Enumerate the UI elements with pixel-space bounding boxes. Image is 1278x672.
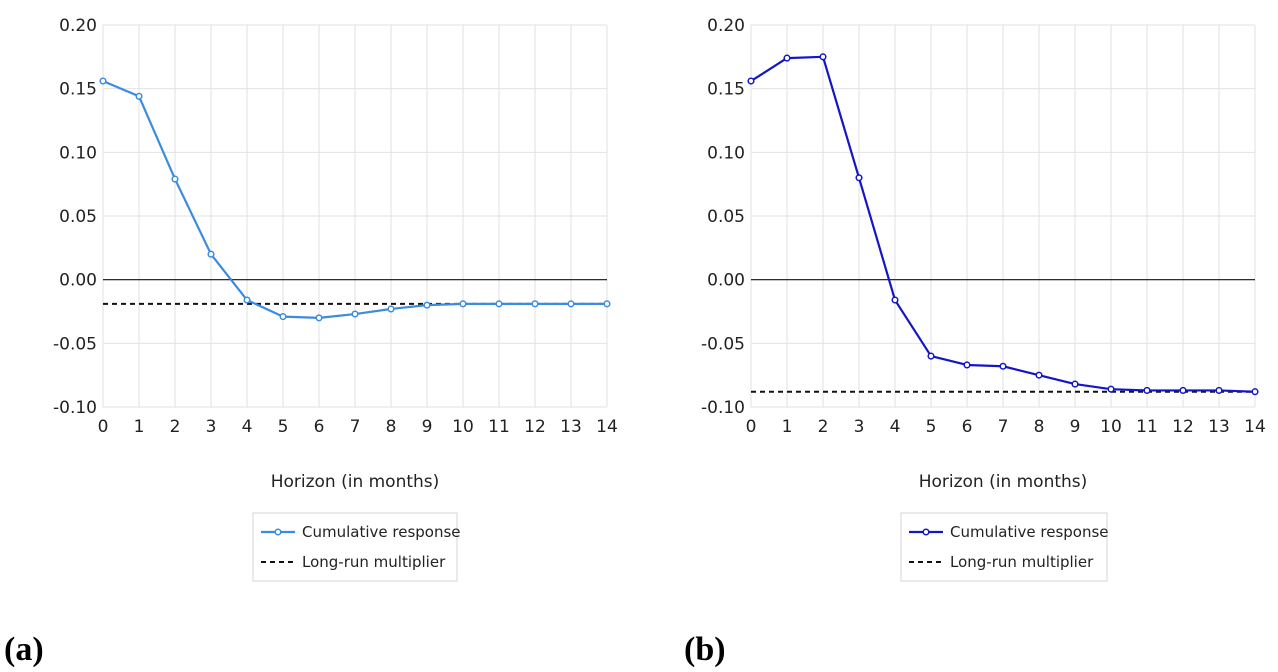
- y-tick-label: -0.10: [53, 398, 97, 418]
- legend-label-response: Cumulative response: [302, 523, 461, 541]
- y-tick-label: 0.00: [707, 271, 745, 291]
- x-tick-label: 9: [422, 417, 433, 437]
- cumulative-response-point: [999, 362, 1007, 370]
- x-tick-label: 5: [926, 417, 937, 437]
- legend-label-multiplier: Long-run multiplier: [950, 553, 1094, 571]
- y-tick-label: 0.20: [707, 16, 745, 36]
- cumulative-response-point: [1107, 385, 1115, 393]
- legend-label-response: Cumulative response: [950, 523, 1109, 541]
- cumulative-response-point: [207, 250, 215, 258]
- cumulative-response-point: [99, 77, 107, 85]
- x-tick-label: 4: [890, 417, 901, 437]
- cumulative-response-point: [783, 54, 791, 62]
- cumulative-response-point: [171, 175, 179, 183]
- cumulative-response-point: [351, 310, 359, 318]
- cumulative-response-point: [1179, 386, 1187, 394]
- cumulative-response-point: [603, 300, 611, 308]
- x-tick-label: 6: [962, 417, 973, 437]
- x-tick-label: 6: [314, 417, 325, 437]
- x-tick-label: 12: [1172, 417, 1194, 437]
- cumulative-response-point: [747, 77, 755, 85]
- x-tick-label: 7: [998, 417, 1009, 437]
- panel-label: (b): [684, 631, 726, 668]
- chart-panel-a: 0.200.150.100.050.00-0.05-0.100 1 2 3 4 5 6 7 8 9…: [4, 16, 618, 668]
- y-tick-label: -0.10: [701, 398, 745, 418]
- cumulative-response-point: [1143, 386, 1151, 394]
- x-tick-label: 11: [488, 417, 510, 437]
- y-tick-label: 0.05: [707, 207, 745, 227]
- cumulative-response-point: [891, 296, 899, 304]
- cumulative-response-point: [387, 305, 395, 313]
- cumulative-response-point: [135, 92, 143, 100]
- x-tick-label: 13: [560, 417, 582, 437]
- cumulative-response-point: [927, 352, 935, 360]
- x-tick-label: 8: [386, 417, 397, 437]
- y-tick-label: 0.20: [59, 16, 97, 36]
- cumulative-response-point: [819, 53, 827, 61]
- cumulative-response-point: [459, 300, 467, 308]
- cumulative-response-point: [531, 300, 539, 308]
- y-tick-label: 0.10: [59, 143, 97, 163]
- cumulative-response-point: [567, 300, 575, 308]
- legend-marker-response: [274, 528, 282, 536]
- x-tick-label: 12: [524, 417, 546, 437]
- x-tick-label: 0: [98, 417, 109, 437]
- legend-box: [252, 512, 458, 582]
- legend: Cumulative response Long-run multiplier: [900, 512, 1109, 582]
- y-tick-label: 0.10: [707, 143, 745, 163]
- cumulative-response-point: [315, 314, 323, 322]
- y-tick-label: 0.15: [59, 80, 97, 100]
- cumulative-response-point: [495, 300, 503, 308]
- y-tick-label: 0.05: [59, 207, 97, 227]
- x-tick-label: 10: [452, 417, 474, 437]
- x-tick-label: 11: [1136, 417, 1158, 437]
- legend-label-multiplier: Long-run multiplier: [302, 553, 446, 571]
- x-tick-label: 1: [134, 417, 145, 437]
- x-tick-label: 2: [170, 417, 181, 437]
- y-tick-label: -0.05: [53, 334, 97, 354]
- cumulative-response-point: [855, 174, 863, 182]
- cumulative-response-point: [1215, 386, 1223, 394]
- y-tick-label: -0.05: [701, 334, 745, 354]
- x-tick-label: 14: [1244, 417, 1266, 437]
- x-tick-label: 4: [242, 417, 253, 437]
- cumulative-response-point: [423, 301, 431, 309]
- x-axis-title: Horizon (in months): [271, 472, 440, 492]
- x-tick-label: 2: [818, 417, 829, 437]
- x-tick-label: 14: [596, 417, 618, 437]
- chart-panel-b: 0.200.150.100.050.00-0.05-0.100 1 2 3 4 5 6 7 8 9…: [684, 16, 1266, 668]
- legend: Cumulative response Long-run multiplier: [252, 512, 461, 582]
- cumulative-response-point: [1251, 388, 1259, 396]
- cumulative-response-point: [279, 313, 287, 321]
- x-tick-label: 8: [1034, 417, 1045, 437]
- legend-box: [900, 512, 1108, 582]
- x-tick-label: 10: [1100, 417, 1122, 437]
- x-tick-label: 5: [278, 417, 289, 437]
- cumulative-response-point: [243, 296, 251, 304]
- x-tick-label: 3: [854, 417, 865, 437]
- cumulative-response-point: [1035, 371, 1043, 379]
- x-tick-label: 3: [206, 417, 217, 437]
- x-tick-label: 0: [746, 417, 757, 437]
- x-tick-label: 1: [782, 417, 793, 437]
- x-tick-label: 7: [350, 417, 361, 437]
- y-tick-label: 0.00: [59, 271, 97, 291]
- cumulative-response-point: [963, 361, 971, 369]
- cumulative-response-point: [1071, 380, 1079, 388]
- x-axis-title: Horizon (in months): [919, 472, 1088, 492]
- legend-marker-response: [922, 528, 930, 536]
- x-tick-label: 13: [1208, 417, 1230, 437]
- x-tick-label: 9: [1070, 417, 1081, 437]
- panel-label: (a): [4, 631, 44, 668]
- y-tick-label: 0.15: [707, 80, 745, 100]
